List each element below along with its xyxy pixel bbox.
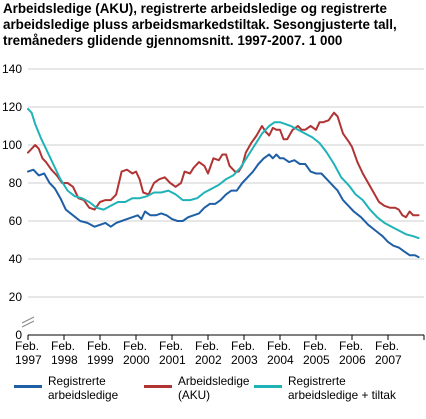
chart-title-line-3: tremåneders glidende gjennomsnitt. 1997-… bbox=[3, 33, 343, 48]
legend-label-line: Arbeidsledige bbox=[178, 374, 250, 388]
y-tick-label: 40 bbox=[9, 252, 23, 266]
x-tick-label: Feb. bbox=[267, 339, 291, 353]
y-tick-label: 80 bbox=[9, 176, 23, 190]
chart-title-line-2: arbeidsledige pluss arbeidsmarkedstiltak… bbox=[3, 17, 397, 32]
x-tick-label: Feb. bbox=[51, 339, 75, 353]
legend-label-line: Registrerte bbox=[288, 374, 346, 388]
series-line-1 bbox=[27, 153, 420, 259]
x-tick-label: Feb. bbox=[15, 339, 39, 353]
x-axis: Feb.1997Feb.1998Feb.1999Feb.2000Feb.2001… bbox=[15, 334, 425, 367]
x-tick-label: Feb. bbox=[87, 339, 111, 353]
legend-label-line: arbeidsledige bbox=[48, 388, 119, 402]
series-line-2 bbox=[27, 111, 420, 219]
x-tick-label: Feb. bbox=[159, 339, 183, 353]
x-tick-label: 2000 bbox=[123, 353, 150, 367]
y-tick-label: 0 bbox=[15, 328, 22, 342]
x-tick-label: 2004 bbox=[267, 353, 294, 367]
x-tick-label: Feb. bbox=[123, 339, 147, 353]
axis-break-line bbox=[21, 316, 35, 324]
gridlines bbox=[28, 68, 424, 298]
x-tick-label: 2003 bbox=[231, 353, 258, 367]
x-tick-label: Feb. bbox=[303, 339, 327, 353]
x-tick-label: Feb. bbox=[231, 339, 255, 353]
x-tick-label: 2002 bbox=[195, 353, 222, 367]
axis-break-line bbox=[21, 320, 35, 328]
y-tick-label: 120 bbox=[2, 100, 22, 114]
chart-title-line-1: Arbeidsledige (AKU), registrerte arbeids… bbox=[3, 1, 387, 16]
x-tick-label: 1997 bbox=[15, 353, 42, 367]
legend-swatch-aku bbox=[144, 385, 172, 388]
series-line-3 bbox=[27, 107, 420, 240]
legend-label-line: arbeidsledige + tiltak bbox=[288, 388, 396, 402]
legend-swatch-tiltak bbox=[254, 385, 282, 388]
axis-break-symbol bbox=[21, 316, 35, 328]
legend-swatch-registrerte bbox=[14, 385, 42, 388]
legend: Registrerte arbeidsledige Arbeidsledige … bbox=[0, 374, 426, 419]
y-tick-labels: 0 20 40 60 80 100 120 140 bbox=[2, 62, 22, 342]
legend-item-tiltak: Registrerte arbeidsledige + tiltak bbox=[254, 374, 396, 402]
x-tick-label: 1999 bbox=[87, 353, 114, 367]
y-tick-label: 20 bbox=[9, 290, 23, 304]
x-tick-label: Feb. bbox=[375, 339, 399, 353]
y-tick-label: 140 bbox=[2, 62, 22, 76]
x-tick-label: Feb. bbox=[339, 339, 363, 353]
x-tick-label: 1998 bbox=[51, 353, 78, 367]
series-lines bbox=[27, 107, 420, 259]
legend-label-line: (AKU) bbox=[178, 388, 211, 402]
y-tick-label: 60 bbox=[9, 214, 23, 228]
x-tick-label: 2006 bbox=[339, 353, 366, 367]
y-tick-label: 100 bbox=[2, 138, 22, 152]
legend-label-line: Registrerte bbox=[48, 374, 106, 388]
legend-item-aku: Arbeidsledige (AKU) bbox=[144, 374, 249, 402]
x-tick-label: 2005 bbox=[303, 353, 330, 367]
x-tick-label: 2001 bbox=[159, 353, 186, 367]
legend-item-registrerte: Registrerte arbeidsledige bbox=[14, 374, 118, 402]
x-tick-label: Feb. bbox=[195, 339, 219, 353]
x-tick-label: 2007 bbox=[375, 353, 402, 367]
chart-title: Arbeidsledige (AKU), registrerte arbeids… bbox=[3, 1, 423, 49]
